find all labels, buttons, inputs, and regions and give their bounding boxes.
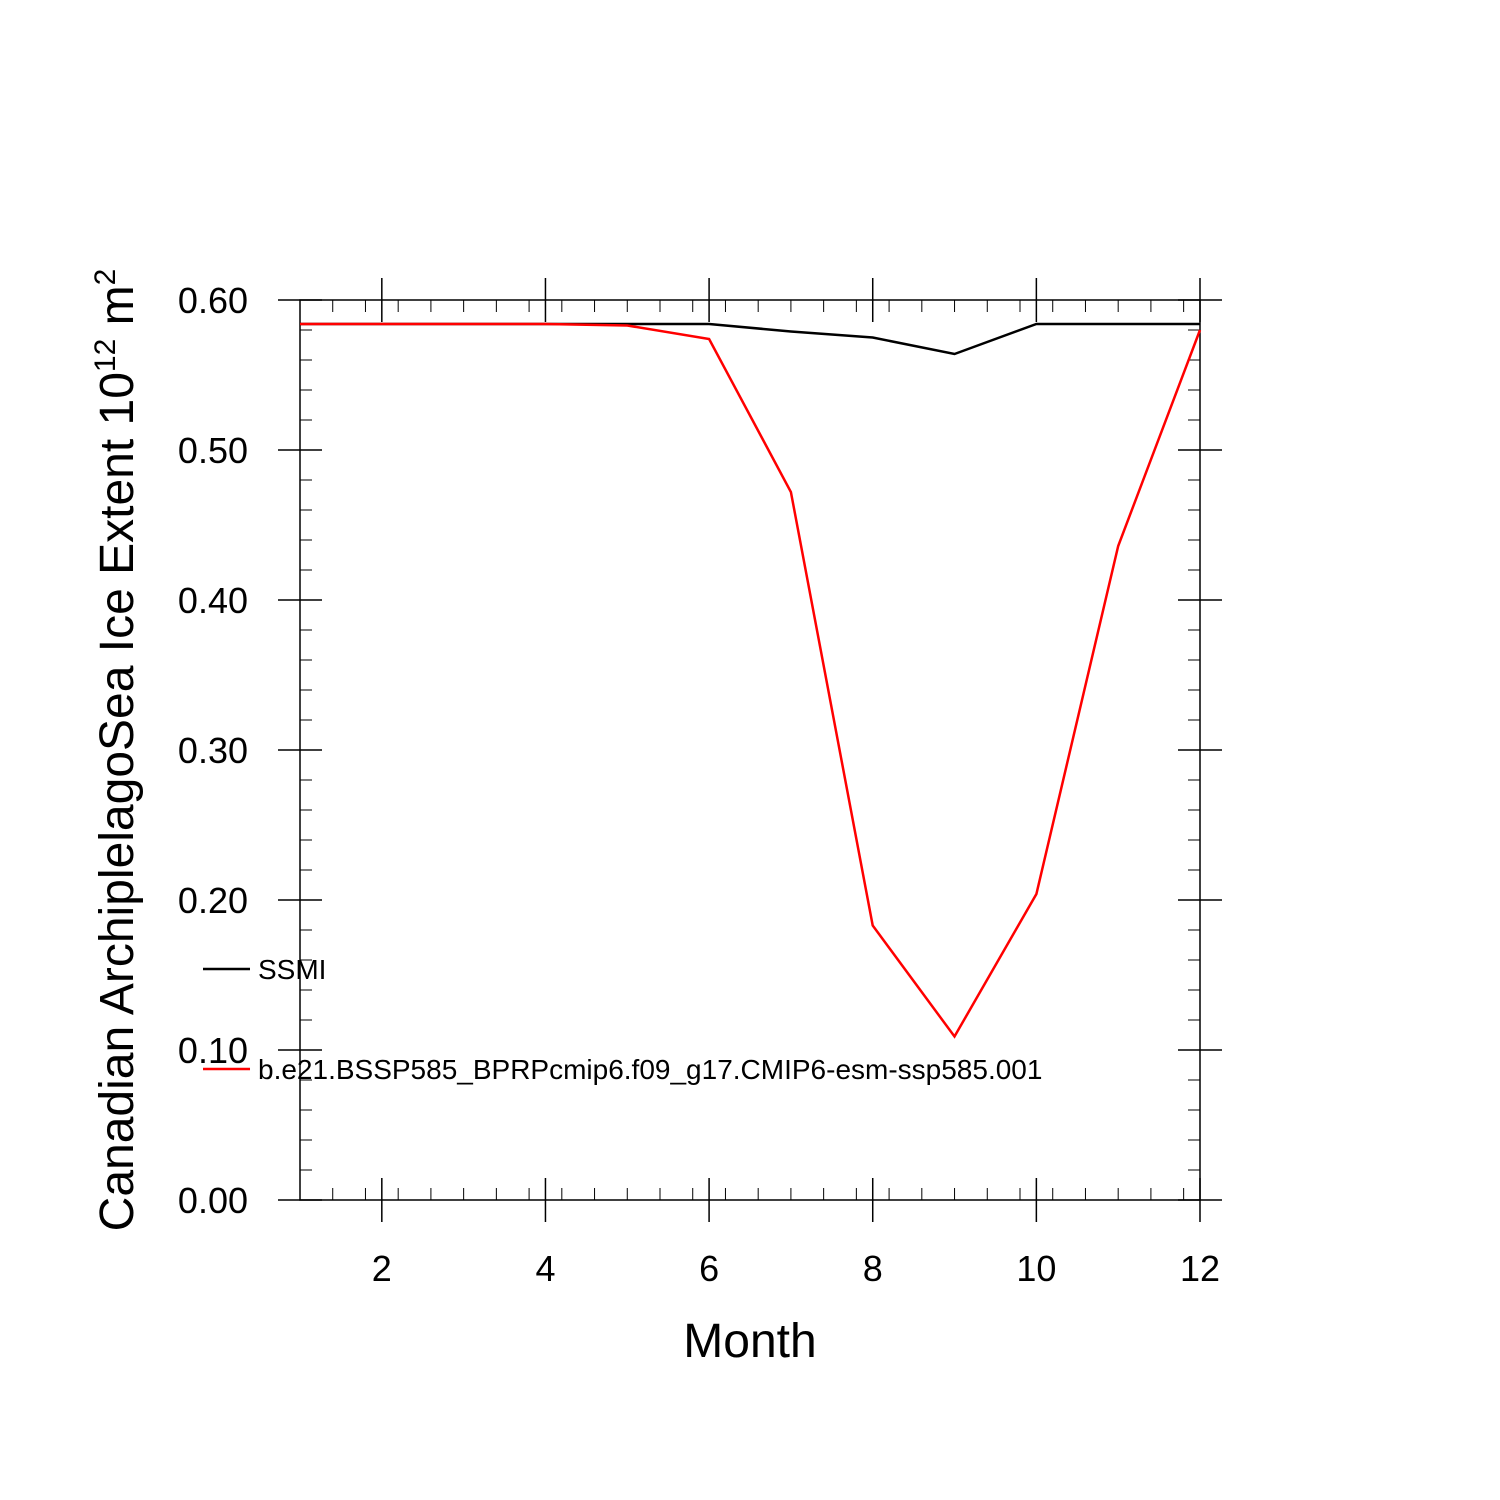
y-axis-title-unit-exponent: 2 [89, 269, 122, 286]
x-tick-label: 6 [699, 1248, 719, 1289]
axis-ticks [278, 278, 1222, 1222]
x-tick-label: 4 [535, 1248, 555, 1289]
legend-label-1: SSMI [258, 954, 326, 985]
y-axis-title-main: Canadian ArchiplelagoSea Ice Extent 10 [91, 372, 144, 1231]
legend: SSMI b.e21.BSSP585_BPRPcmip6.f09_g17.CMIP… [203, 954, 1042, 1085]
y-tick-label: 0.20 [178, 880, 248, 921]
legend-label-2: b.e21.BSSP585_BPRPcmip6.f09_g17.CMIP6-es… [258, 1054, 1042, 1085]
y-axis-title-unit: m [91, 285, 144, 338]
axis-tick-labels: 2 4 6 8 10 12 0.00 0.10 0.20 0.30 0.40 0.50 0.60 [178, 280, 1220, 1289]
y-axis-title: Canadian ArchiplelagoSea Ice Extent 1012… [89, 269, 144, 1232]
y-tick-label: 0.30 [178, 730, 248, 771]
x-tick-label: 2 [372, 1248, 392, 1289]
x-tick-label: 12 [1180, 1248, 1220, 1289]
x-tick-label: 8 [863, 1248, 883, 1289]
series-line-2 [300, 322, 1202, 1039]
y-axis-title-exponent: 12 [89, 339, 122, 372]
y-tick-label: 0.00 [178, 1180, 248, 1221]
y-tick-label: 0.10 [178, 1030, 248, 1071]
x-tick-label: 10 [1016, 1248, 1056, 1289]
series-lines [300, 322, 1202, 1039]
x-axis-title: Month [683, 1315, 816, 1368]
y-tick-label: 0.40 [178, 580, 248, 621]
y-tick-label: 0.50 [178, 430, 248, 471]
y-tick-label: 0.60 [178, 280, 248, 321]
